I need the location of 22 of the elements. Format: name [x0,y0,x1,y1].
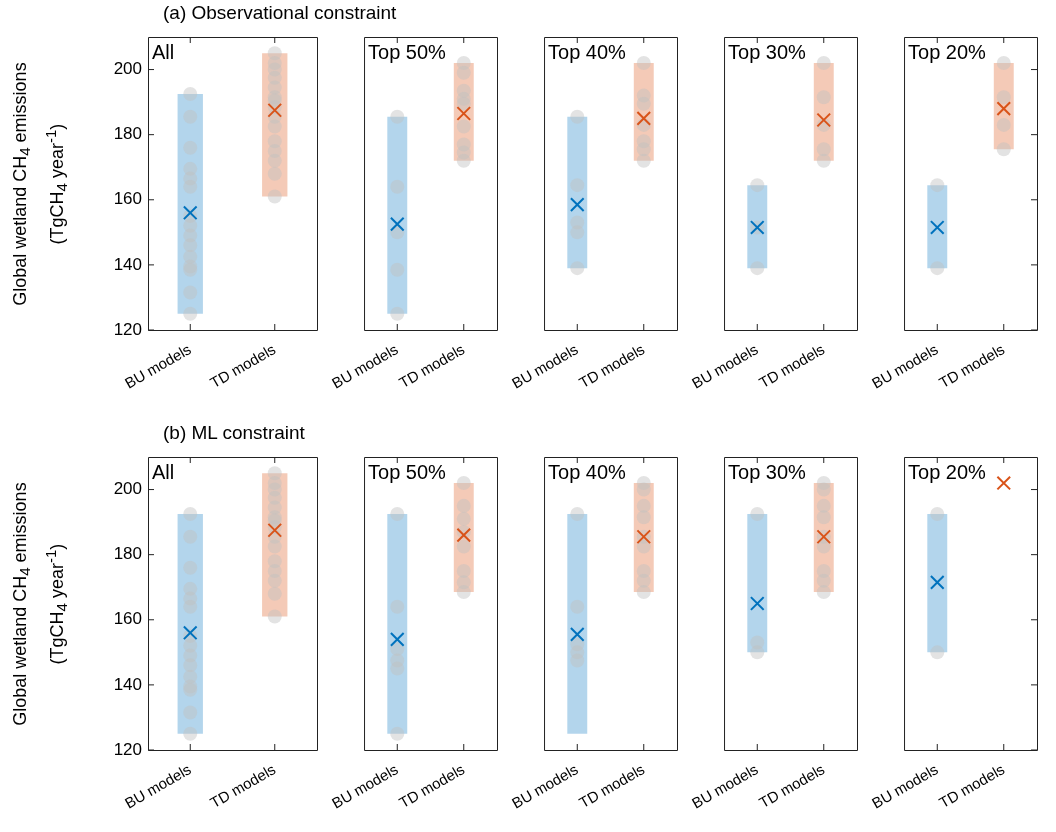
annotation: Top 50% [368,40,447,63]
y-tick-label: 200 [113,59,142,79]
y-tick-label: 180 [113,544,142,564]
y-tick-label: 200 [113,479,142,499]
annotation: Top 40% [548,460,627,483]
y-tick-label: 120 [113,739,142,759]
chart-title: (a) Observational constraint [163,2,397,24]
y-tick-label: 160 [113,609,142,629]
annotation: Top 50% [368,460,447,483]
annotation: Top 30% [728,460,807,483]
y-tick-label: 160 [113,189,142,209]
annotation: Top 40% [548,40,627,63]
annotation: Top 20% [908,40,987,63]
chart-title: (b) ML constraint [163,422,305,444]
y-tick-label: 180 [113,124,142,144]
annotation: Top 20% [908,460,987,483]
annotation: All [152,40,175,63]
y-tick-label: 140 [113,254,142,274]
y-tick-label: 120 [113,319,142,339]
annotation: All [152,460,175,483]
annotation: Top 30% [728,40,807,63]
y-tick-label: 140 [113,674,142,694]
